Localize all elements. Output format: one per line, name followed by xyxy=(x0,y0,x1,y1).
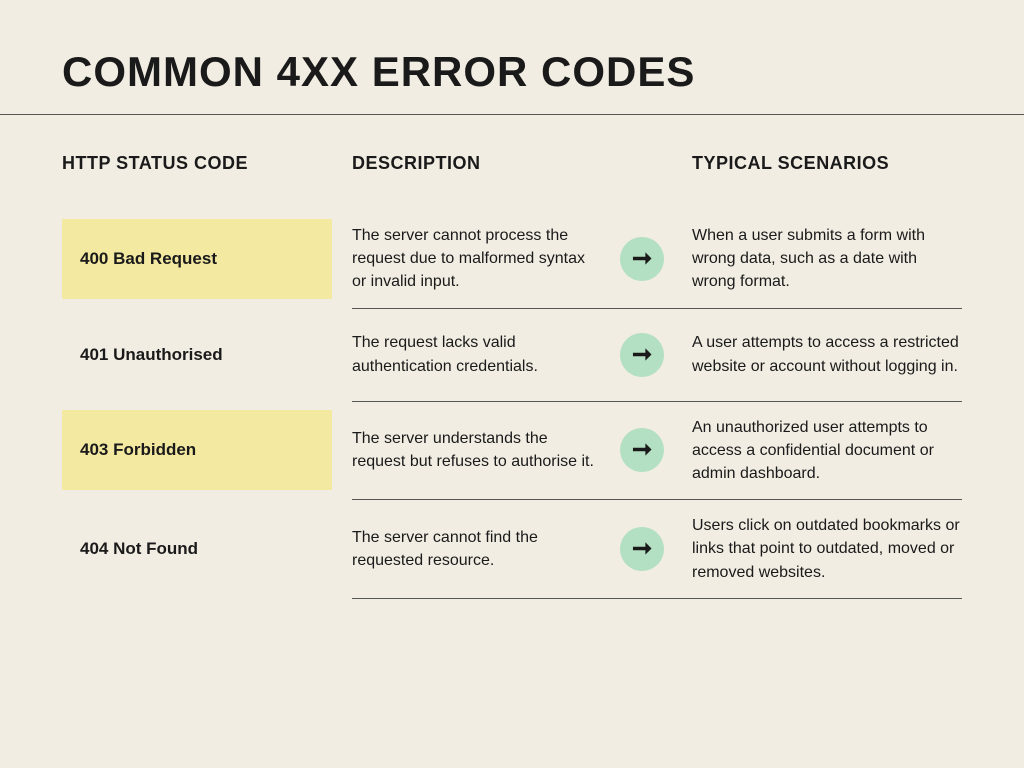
scenario-cell: Users click on outdated bookmarks or lin… xyxy=(692,500,962,598)
description-cell: The request lacks valid authentication c… xyxy=(352,317,602,391)
scenario-cell: When a user submits a form with wrong da… xyxy=(692,210,962,308)
status-code-cell: 401 Unauthorised xyxy=(62,315,332,395)
scenario-cell: An unauthorized user attempts to access … xyxy=(692,402,962,500)
error-codes-table: HTTP STATUS CODE DESCRIPTION TYPICAL SCE… xyxy=(0,115,1024,599)
table-header-row: HTTP STATUS CODE DESCRIPTION TYPICAL SCE… xyxy=(62,153,962,174)
description-cell: The server cannot process the request du… xyxy=(352,210,602,308)
description-cell: The server understands the request but r… xyxy=(352,413,602,487)
status-code-cell: 404 Not Found xyxy=(62,509,332,589)
status-code-cell: 403 Forbidden xyxy=(62,410,332,490)
table-row: 400 Bad Request The server cannot proces… xyxy=(62,210,962,308)
arrow-cell: ➞ xyxy=(602,527,682,571)
page-title: COMMON 4XX ERROR CODES xyxy=(0,0,1024,114)
scenario-cell: A user attempts to access a restricted w… xyxy=(692,317,962,391)
row-divider xyxy=(352,598,962,599)
arrow-icon: ➞ xyxy=(620,527,664,571)
column-header-code: HTTP STATUS CODE xyxy=(62,153,332,174)
arrow-icon: ➞ xyxy=(620,237,664,281)
table-row: 401 Unauthorised The request lacks valid… xyxy=(62,309,962,401)
status-code-cell: 400 Bad Request xyxy=(62,219,332,299)
description-cell: The server cannot find the requested res… xyxy=(352,512,602,586)
column-header-description: DESCRIPTION xyxy=(352,153,602,174)
arrow-cell: ➞ xyxy=(602,428,682,472)
arrow-icon: ➞ xyxy=(620,333,664,377)
arrow-cell: ➞ xyxy=(602,237,682,281)
table-row: 404 Not Found The server cannot find the… xyxy=(62,500,962,598)
arrow-cell: ➞ xyxy=(602,333,682,377)
table-row: 403 Forbidden The server understands the… xyxy=(62,402,962,500)
arrow-icon: ➞ xyxy=(620,428,664,472)
column-header-scenario: TYPICAL SCENARIOS xyxy=(692,153,962,174)
